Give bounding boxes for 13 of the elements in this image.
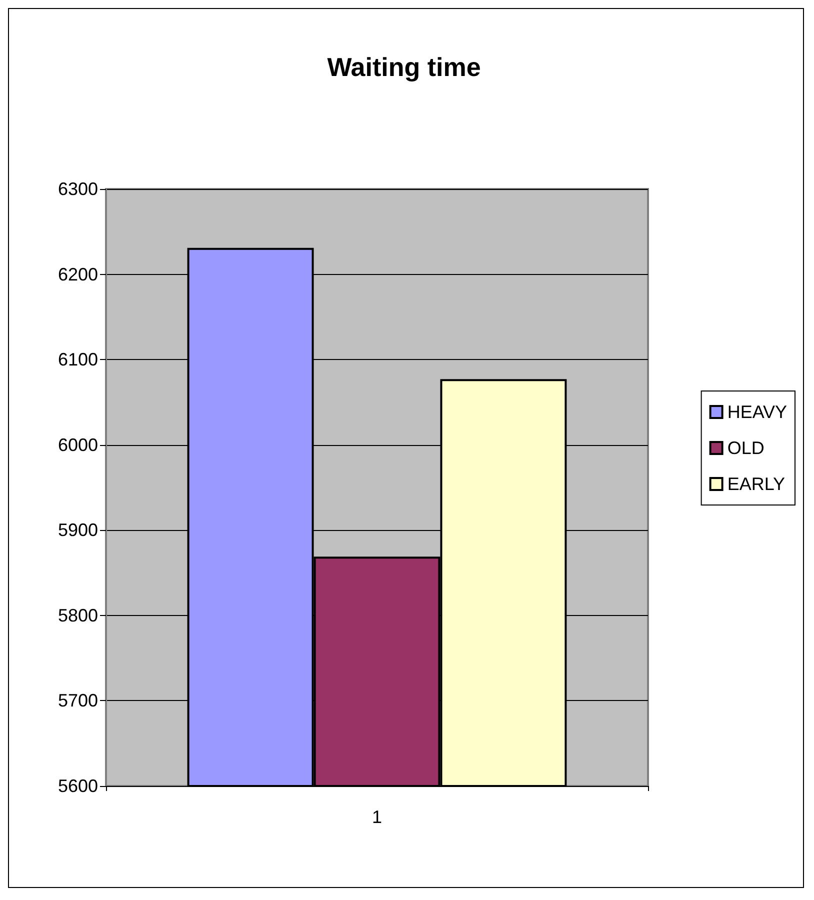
y-tick-label: 6000 <box>58 434 98 455</box>
y-tick-label: 5900 <box>58 520 98 540</box>
y-tick-label: 5800 <box>58 605 98 626</box>
y-tick-label: 5700 <box>58 690 98 711</box>
legend-label: OLD <box>727 438 764 458</box>
legend-label: EARLY <box>727 474 786 494</box>
y-tick-label: 6200 <box>58 264 98 284</box>
chart-title: Waiting time <box>327 52 481 82</box>
y-tick-label: 6100 <box>58 350 98 370</box>
y-tick-label: 6300 <box>58 179 98 199</box>
y-tick-label: 5600 <box>58 776 98 796</box>
x-tick-label: 1 <box>372 807 382 827</box>
legend-label: HEAVY <box>727 402 787 422</box>
